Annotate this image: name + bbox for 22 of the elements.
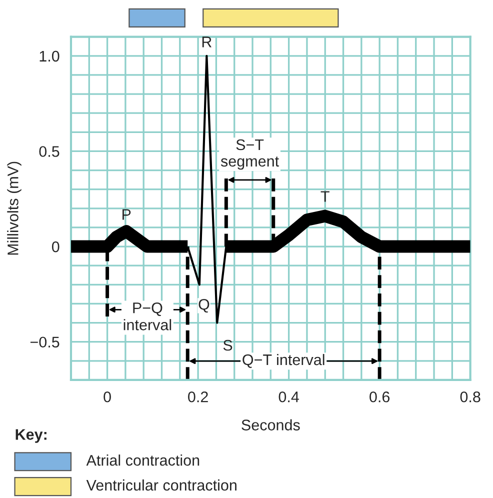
x-axis-title: Seconds [242,419,300,430]
annotation: R [202,36,212,48]
y-tick-label: 0 [52,241,60,252]
y-axis-title: Millivolts (mV) [7,162,22,255]
annotation: T [320,191,330,202]
x-tick-label: 0.4 [278,391,299,402]
x-tick-label: 0 [104,391,111,402]
y-tick-label: 0.5 [39,146,60,157]
annotation: Q−T interval [242,354,324,368]
text: Atrial contraction [86,454,200,466]
text: Key: [16,429,46,443]
text: Ventricular contraction [86,479,236,491]
x-tick-label: 0.2 [188,391,208,402]
annotation: S−T segment [220,139,279,170]
y-tick-label: −0.5 [30,336,60,348]
x-tick-label: 0.6 [370,391,390,402]
annotation: Q [198,298,210,313]
x-tick-label: 0.8 [460,391,480,402]
annotation: S [223,340,232,351]
y-tick-label: 1.0 [40,50,60,62]
annotation: P−Q interval [124,302,172,330]
annotation: P [122,209,131,220]
